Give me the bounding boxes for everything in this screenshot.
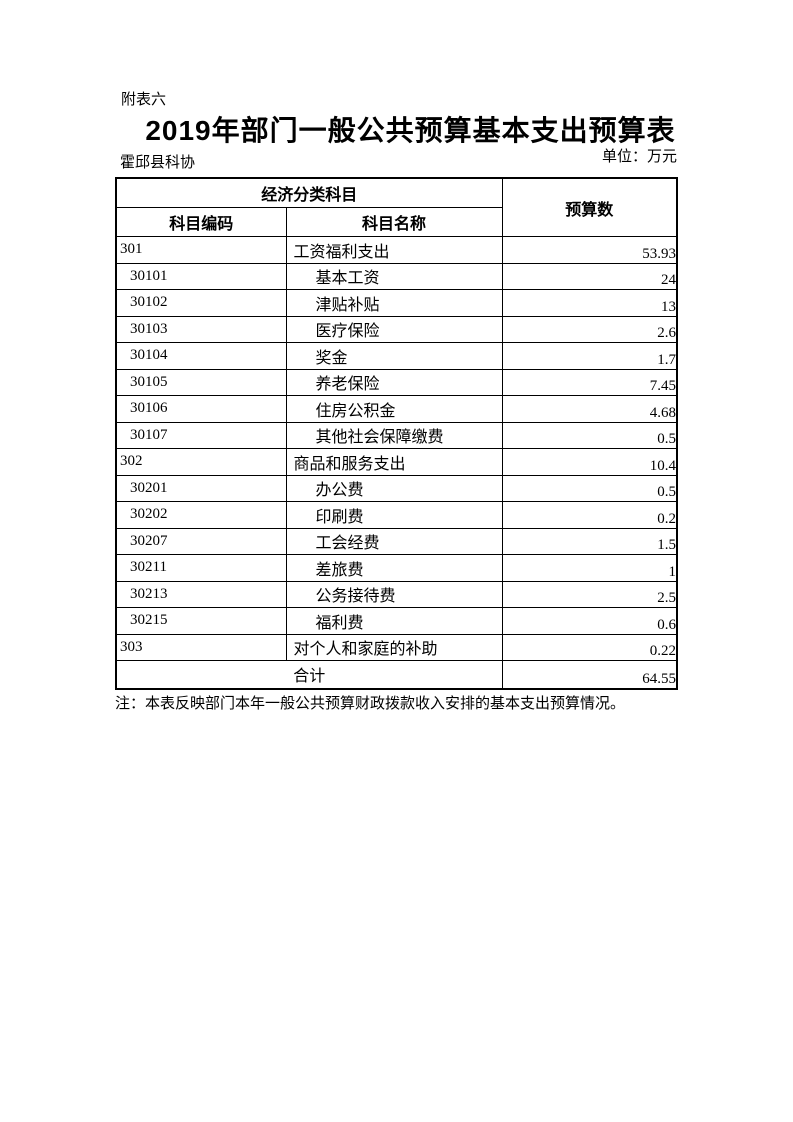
table-row: 30102 津贴补贴 13	[115, 289, 678, 317]
header-subject-code: 科目编码	[115, 207, 287, 237]
value-cell: 10.4	[501, 448, 678, 476]
table-row: 303 对个人和家庭的补助 0.22	[115, 633, 678, 661]
table-row: 302 商品和服务支出 10.4	[115, 448, 678, 476]
code-cell: 30213	[115, 580, 287, 608]
appendix-label: 附表六	[121, 92, 167, 108]
table-row: 30202 印刷费 0.2	[115, 501, 678, 529]
header-row-columns: 科目编码 科目名称	[115, 207, 677, 237]
code-cell: 30106	[115, 395, 287, 423]
note-text: 注：本表反映部门本年一般公共预算财政拨款收入安排的基本支出预算情况。	[115, 696, 626, 712]
value-cell: 24	[501, 262, 678, 290]
value-cell: 7.45	[501, 368, 678, 396]
table-row: 30215 福利费 0.6	[115, 607, 678, 635]
name-cell: 对个人和家庭的补助	[285, 633, 503, 661]
value-cell: 0.2	[501, 501, 678, 529]
table-row: 30105 养老保险 7.45	[115, 368, 678, 396]
code-cell: 302	[115, 448, 287, 476]
name-cell: 工会经费	[285, 527, 503, 555]
total-value-cell: 64.55	[501, 660, 678, 689]
value-cell: 0.5	[501, 474, 678, 502]
table-row: 30106 住房公积金 4.68	[115, 395, 678, 423]
table-row: 30107 其他社会保障缴费 0.5	[115, 421, 678, 449]
table-row: 30207 工会经费 1.5	[115, 527, 678, 555]
total-label-cell: 合计	[115, 660, 503, 689]
name-cell: 其他社会保障缴费	[285, 421, 503, 449]
name-cell: 津贴补贴	[285, 289, 503, 317]
value-cell: 0.22	[501, 633, 678, 661]
code-cell: 30102	[115, 289, 287, 317]
value-cell: 1.5	[501, 527, 678, 555]
table-row: 301 工资福利支出 53.93	[115, 236, 678, 264]
table-row: 30213 公务接待费 2.5	[115, 580, 678, 608]
table-row: 30103 医疗保险 2.6	[115, 315, 678, 343]
code-cell: 301	[115, 236, 287, 264]
header-economic-classification: 经济分类科目	[115, 177, 503, 208]
name-cell: 住房公积金	[285, 395, 503, 423]
header-budget-number: 预算数	[501, 177, 678, 237]
name-cell: 印刷费	[285, 501, 503, 529]
value-cell: 0.5	[501, 421, 678, 449]
code-cell: 30104	[115, 342, 287, 370]
value-cell: 53.93	[501, 236, 678, 264]
code-cell: 303	[115, 633, 287, 661]
code-cell: 30215	[115, 607, 287, 635]
name-cell: 医疗保险	[285, 315, 503, 343]
budget-table: 经济分类科目 预算数 科目编码 科目名称 301 工资福利支出 53.93 30…	[115, 177, 679, 690]
code-cell: 30103	[115, 315, 287, 343]
total-row: 合计 64.55	[115, 660, 678, 689]
name-cell: 办公费	[285, 474, 503, 502]
table-row: 30211 差旅费 1	[115, 554, 678, 582]
code-cell: 30201	[115, 474, 287, 502]
value-cell: 1	[501, 554, 678, 582]
code-cell: 30211	[115, 554, 287, 582]
name-cell: 福利费	[285, 607, 503, 635]
name-cell: 商品和服务支出	[285, 448, 503, 476]
code-cell: 30207	[115, 527, 287, 555]
value-cell: 2.5	[501, 580, 678, 608]
page-title: 2019年部门一般公共预算基本支出预算表	[145, 115, 676, 146]
name-cell: 公务接待费	[285, 580, 503, 608]
table-row: 30101 基本工资 24	[115, 262, 678, 290]
table-row: 30201 办公费 0.5	[115, 474, 678, 502]
table-row: 30104 奖金 1.7	[115, 342, 678, 370]
header-row-group: 经济分类科目 预算数	[115, 177, 678, 237]
value-cell: 2.6	[501, 315, 678, 343]
value-cell: 13	[501, 289, 678, 317]
header-subject-name: 科目名称	[285, 207, 503, 237]
name-cell: 养老保险	[285, 368, 503, 396]
value-cell: 4.68	[501, 395, 678, 423]
name-cell: 奖金	[285, 342, 503, 370]
code-cell: 30202	[115, 501, 287, 529]
department-name: 霍邱县科协	[120, 155, 196, 171]
code-cell: 30105	[115, 368, 287, 396]
unit-label: 单位：万元	[602, 149, 678, 165]
value-cell: 1.7	[501, 342, 678, 370]
code-cell: 30101	[115, 262, 287, 290]
name-cell: 工资福利支出	[285, 236, 503, 264]
value-cell: 0.6	[501, 607, 678, 635]
name-cell: 基本工资	[285, 262, 503, 290]
name-cell: 差旅费	[285, 554, 503, 582]
code-cell: 30107	[115, 421, 287, 449]
